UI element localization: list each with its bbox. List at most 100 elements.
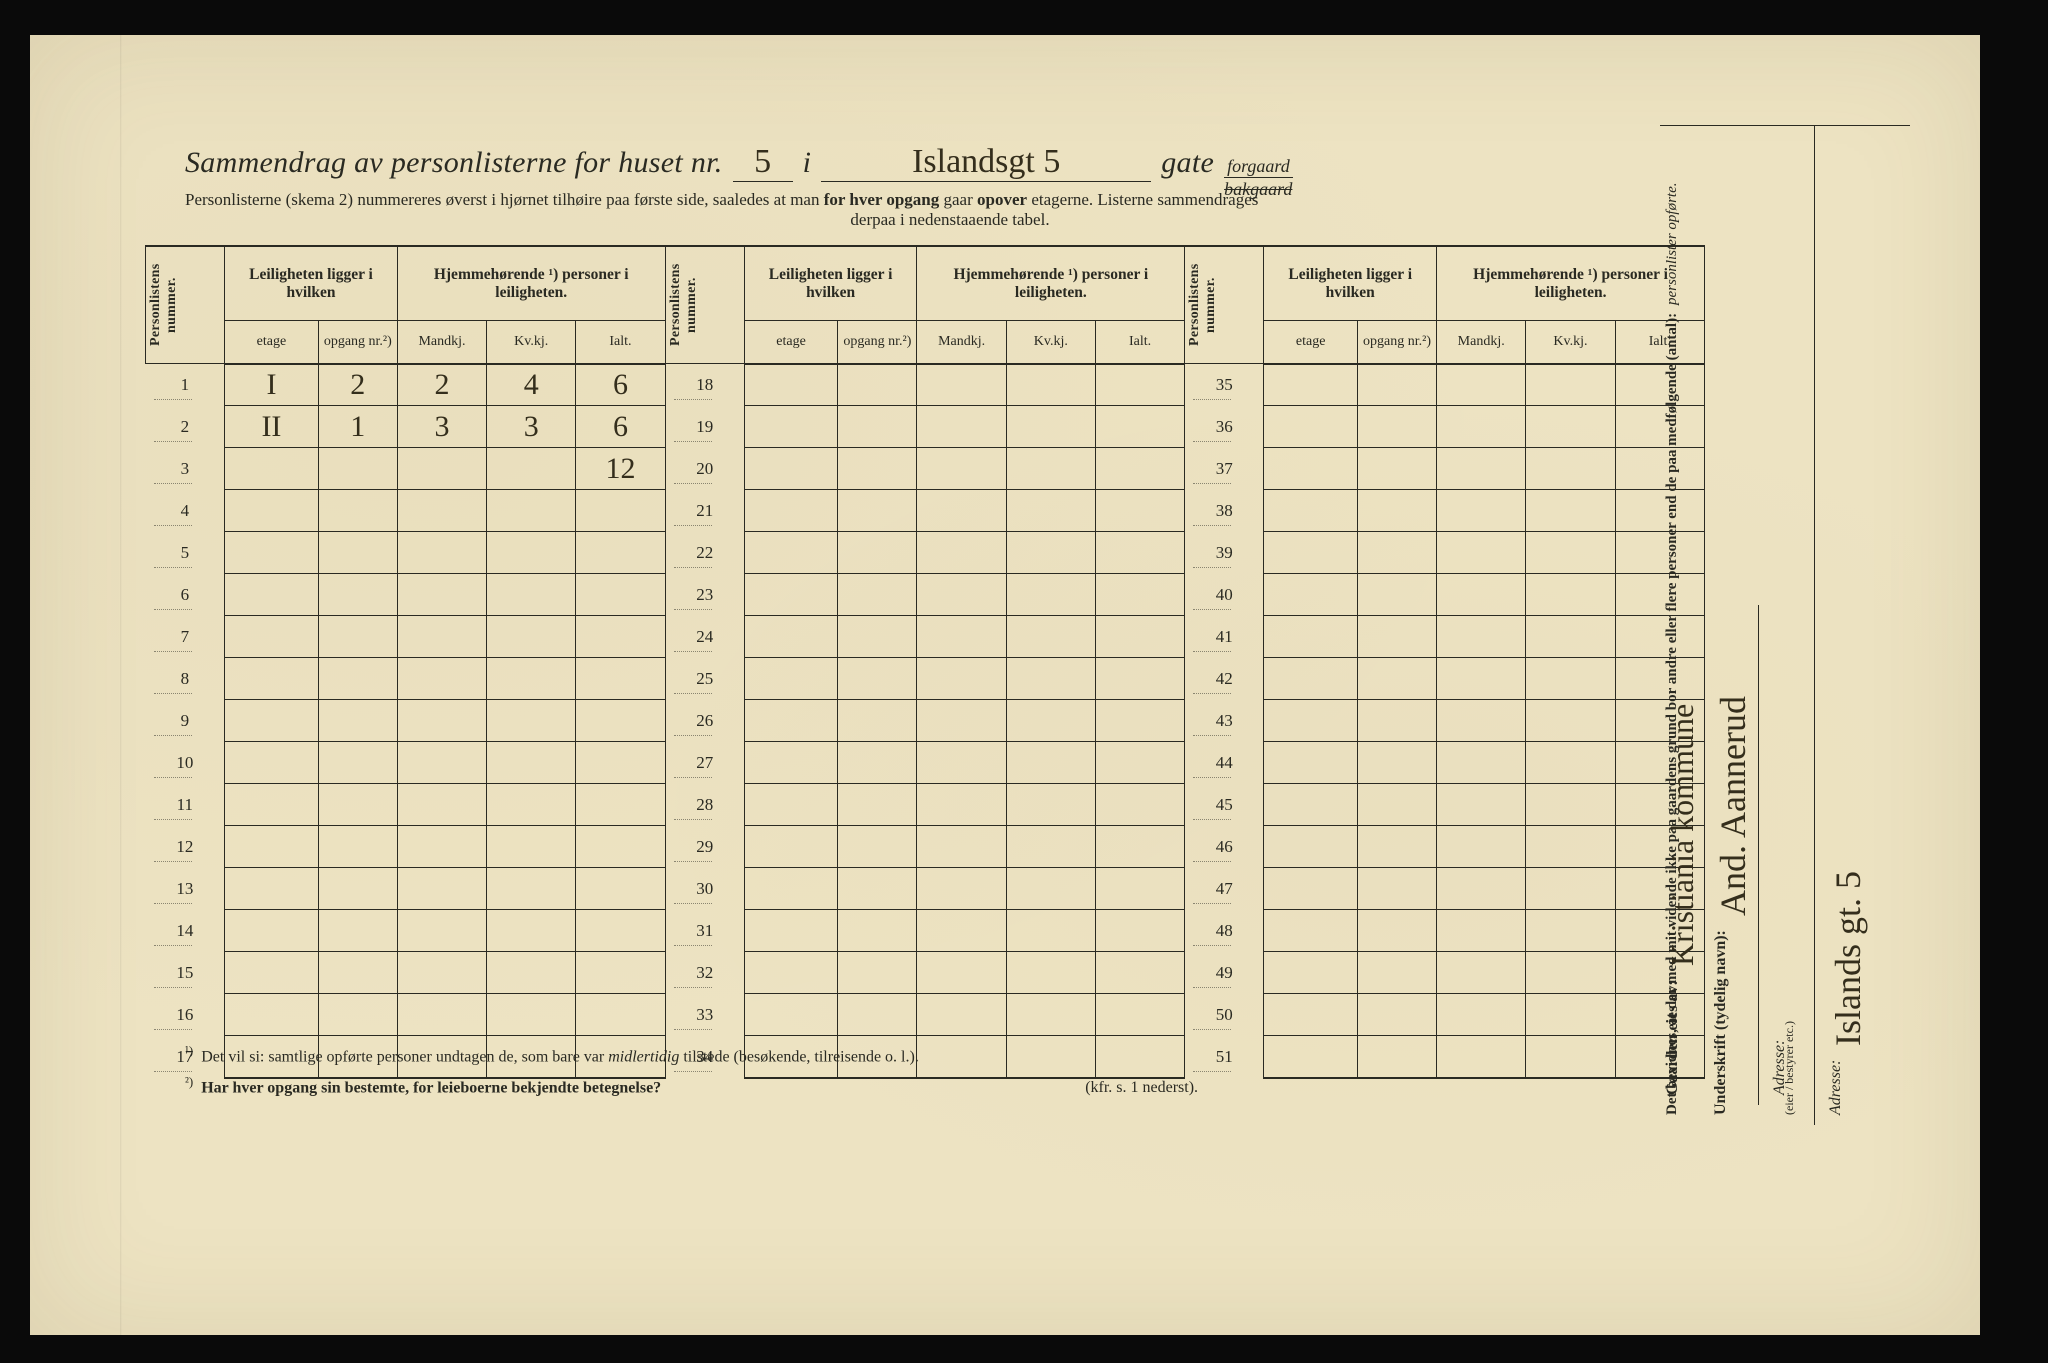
data-cell [318, 616, 397, 658]
data-cell [1437, 490, 1526, 532]
row-number-cell: 24 [665, 616, 744, 658]
data-cell [917, 868, 1006, 910]
data-cell [1437, 868, 1526, 910]
table-row: 92643 [146, 700, 1705, 742]
hdr-opgang-1: opgang nr.²) [318, 321, 397, 364]
data-cell [744, 994, 838, 1036]
data-cell [1437, 616, 1526, 658]
data-cell [1006, 532, 1095, 574]
data-cell [576, 826, 665, 868]
data-cell [1526, 826, 1615, 868]
data-cell [1526, 910, 1615, 952]
data-cell [917, 364, 1006, 406]
data-cell [838, 742, 917, 784]
data-cell [838, 994, 917, 1036]
data-cell [576, 784, 665, 826]
data-cell [744, 532, 838, 574]
data-cell [1437, 658, 1526, 700]
data-cell [318, 826, 397, 868]
subtitle: Personlisterne (skema 2) nummereres øver… [185, 190, 1715, 230]
data-cell [744, 658, 838, 700]
data-cell [1264, 742, 1358, 784]
data-cell [1095, 994, 1184, 1036]
data-cell [917, 448, 1006, 490]
hdr-hjemme-2: Hjemmehørende ¹) personer i leiligheten. [917, 246, 1185, 321]
data-cell [487, 700, 576, 742]
data-cell [397, 952, 486, 994]
data-cell [744, 784, 838, 826]
data-cell [1526, 490, 1615, 532]
row-number-cell: 7 [146, 616, 225, 658]
footnote-2: ²) Har hver opgang sin bestemte, for lei… [185, 1071, 1385, 1102]
data-cell [1526, 406, 1615, 448]
data-cell [318, 994, 397, 1036]
data-cell [225, 742, 319, 784]
op-owner: Gaarden eies av: Kristiania kommune [1660, 605, 1750, 1105]
data-cell [576, 994, 665, 1036]
data-cell [917, 700, 1006, 742]
data-cell [1264, 532, 1358, 574]
row-number-cell: 36 [1185, 406, 1264, 448]
data-cell [838, 700, 917, 742]
table-row: 3122037 [146, 448, 1705, 490]
data-cell [487, 658, 576, 700]
data-cell [744, 406, 838, 448]
data-cell [397, 616, 486, 658]
data-cell [1264, 826, 1358, 868]
paper-fold [120, 35, 122, 1335]
data-cell [1006, 868, 1095, 910]
hdr-mandkj-3: Mandkj. [1437, 321, 1526, 364]
data-cell [917, 406, 1006, 448]
data-cell: 6 [576, 364, 665, 406]
row-number-cell: 33 [665, 994, 744, 1036]
data-cell [1006, 406, 1095, 448]
data-cell [917, 616, 1006, 658]
sub-bold2: opover [977, 190, 1027, 209]
data-cell [1095, 364, 1184, 406]
data-cell [225, 448, 319, 490]
row-number-cell: 35 [1185, 364, 1264, 406]
data-cell [1437, 826, 1526, 868]
data-cell [1526, 364, 1615, 406]
data-cell: 3 [397, 406, 486, 448]
data-cell [744, 616, 838, 658]
data-cell [1264, 574, 1358, 616]
data-cell [576, 532, 665, 574]
data-cell [1526, 700, 1615, 742]
row-number-cell: 12 [146, 826, 225, 868]
data-cell [1095, 784, 1184, 826]
data-cell [1264, 406, 1358, 448]
row-number-cell: 25 [665, 658, 744, 700]
data-cell [1437, 742, 1526, 784]
row-number-cell: 27 [665, 742, 744, 784]
sub-line1b: gaar [944, 190, 973, 209]
data-cell [1357, 616, 1436, 658]
table-row: 42138 [146, 490, 1705, 532]
data-cell [744, 364, 838, 406]
row-number-cell: 23 [665, 574, 744, 616]
data-cell [917, 490, 1006, 532]
data-cell [917, 994, 1006, 1036]
data-cell [397, 490, 486, 532]
row-number-cell: 1 [146, 364, 225, 406]
fn-kfr: (kfr. s. 1 nederst). [1085, 1074, 1198, 1101]
data-cell [397, 700, 486, 742]
data-cell [487, 490, 576, 532]
row-number-cell: 26 [665, 700, 744, 742]
data-cell: 1 [318, 406, 397, 448]
data-cell [318, 784, 397, 826]
data-cell [1095, 700, 1184, 742]
data-cell [838, 490, 917, 532]
data-cell [397, 574, 486, 616]
hdr-personlistens-2: Personlistens nummer. [665, 246, 744, 364]
data-cell [487, 952, 576, 994]
row-number-cell: 30 [665, 868, 744, 910]
data-cell [225, 574, 319, 616]
row-number-cell: 8 [146, 658, 225, 700]
data-cell [1095, 616, 1184, 658]
data-cell [1526, 994, 1615, 1036]
data-cell [1357, 448, 1436, 490]
row-number-cell: 5 [146, 532, 225, 574]
data-cell [1357, 490, 1436, 532]
data-cell [1526, 868, 1615, 910]
